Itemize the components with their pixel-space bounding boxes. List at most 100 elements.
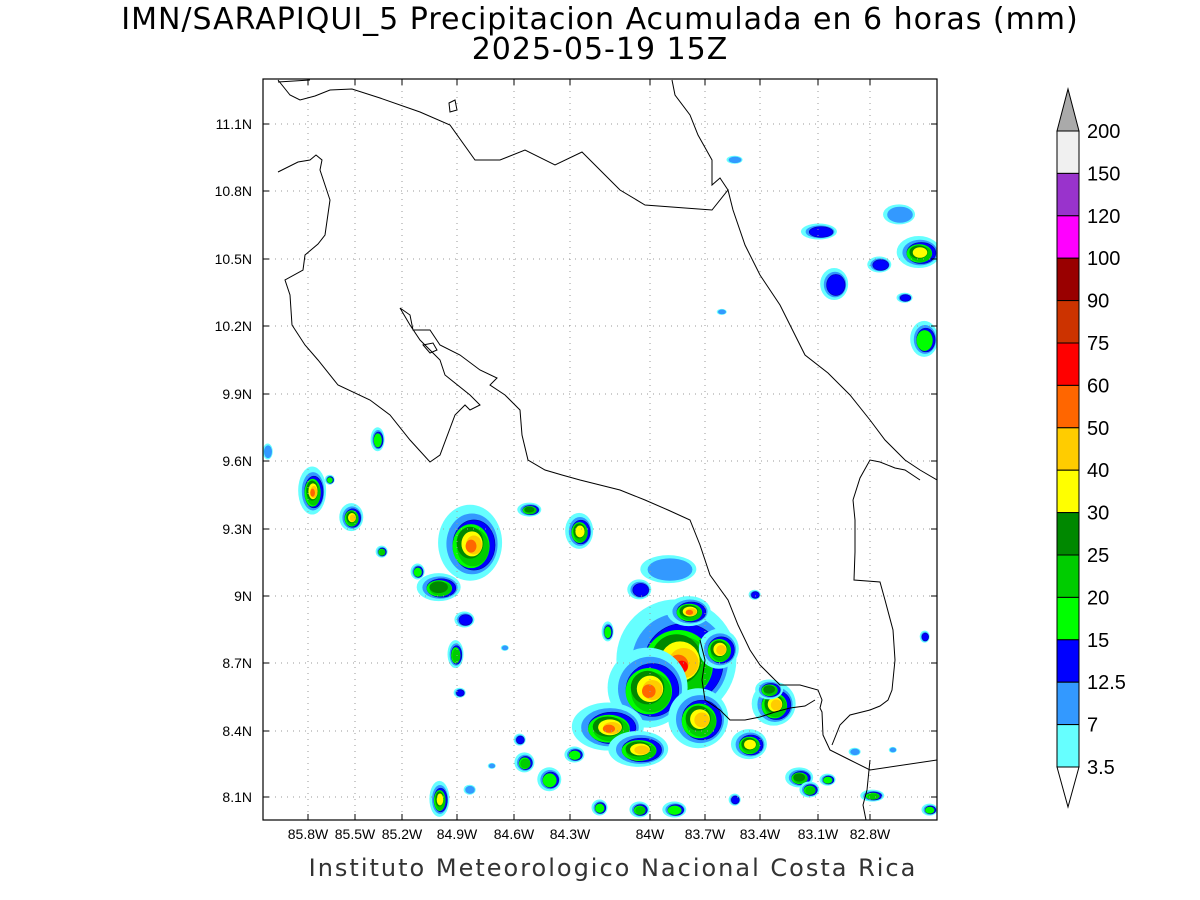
- precip-contour-c15: [326, 477, 333, 484]
- colorbar-segment: [1056, 257, 1080, 302]
- precip-contour-c40: [716, 645, 727, 655]
- precip-contour-c30: [744, 739, 756, 750]
- precip-contour-c20: [867, 793, 880, 800]
- lon-tick-label: 84.9W: [437, 826, 478, 842]
- colorbar-level-label: 7: [1087, 715, 1098, 737]
- precip-contour-c50: [642, 684, 656, 698]
- lat-tick-label: 8.7N: [222, 655, 252, 671]
- colorbar-segment: [1056, 596, 1080, 641]
- lon-tick-label: 84.3W: [550, 826, 591, 842]
- colorbar-level-label: 120: [1087, 206, 1120, 228]
- precip-contour-c50: [310, 488, 315, 497]
- map-subtitle: 2025-05-19 15Z: [471, 32, 729, 67]
- precip-contour-c7: [889, 747, 897, 753]
- precip-contour-c15: [542, 773, 557, 788]
- precip-contour-c40: [349, 514, 356, 522]
- precip-contour-c40: [634, 745, 650, 755]
- colorbar-segment: [1056, 342, 1080, 386]
- precip-contour-c15: [373, 433, 382, 448]
- precip-contour-c7: [728, 156, 742, 164]
- precip-contour-c40: [770, 699, 782, 711]
- precip-contour-c7: [488, 763, 496, 769]
- colorbar-level-label: 75: [1087, 333, 1109, 355]
- colorbar-legend: 3.5 7 12.5 15 20 25 30 40 50 60 75 90 100 120 150 200: [1056, 87, 1126, 809]
- colorbar-segment: [1056, 469, 1080, 514]
- colorbar-under-triangle: [1056, 766, 1080, 809]
- precip-contour-c15: [568, 750, 581, 760]
- precip-contour-c12: [731, 795, 740, 805]
- colorbar-level-label: 200: [1087, 121, 1120, 143]
- lat-tick-label: 9.6N: [222, 453, 252, 469]
- colorbar-segment: [1056, 172, 1080, 217]
- precip-contour-c15: [413, 567, 422, 577]
- colorbar-level-label: 15: [1087, 630, 1109, 652]
- colorbar-level-label: 90: [1087, 291, 1109, 313]
- precip-contour-c7: [501, 645, 509, 651]
- lon-tick-label: 85.2W: [382, 826, 423, 842]
- lat-tick-label: 11.1N: [216, 116, 252, 132]
- precip-contour-c15: [916, 330, 933, 351]
- precip-contour-c12: [808, 226, 834, 238]
- precip-contour-c7: [887, 206, 913, 223]
- axis-ticks: [263, 79, 937, 820]
- colorbar-segment: [1056, 554, 1080, 598]
- precip-contour-c12: [921, 632, 929, 642]
- precip-contour-c7: [264, 445, 272, 459]
- colorbar-level-label: 20: [1087, 587, 1109, 609]
- colorbar-level-label: 3.5: [1087, 757, 1115, 779]
- colorbar-over-triangle: [1056, 87, 1080, 132]
- precip-contour-c12: [872, 259, 889, 271]
- lat-tick-label: 10.8N: [215, 183, 252, 199]
- precip-contour-c15: [595, 803, 605, 813]
- colorbar-segment: [1056, 639, 1080, 683]
- precip-contour-c20: [452, 648, 461, 663]
- precip-contour-c12: [516, 735, 525, 745]
- precip-contour-c30: [912, 247, 928, 258]
- colorbar-level-label: 40: [1087, 460, 1109, 482]
- lat-lon-grid: [263, 79, 937, 820]
- precip-contour-c15: [604, 626, 612, 639]
- coastline-and-borders: [277, 79, 937, 820]
- lon-tick-label: 84W: [636, 826, 666, 842]
- map-title: IMN/SARAPIQUI_5 Precipitacion Acumulada …: [121, 2, 1079, 37]
- colorbar-level-label: 100: [1087, 248, 1120, 270]
- precip-contour-c40: [694, 712, 710, 728]
- precip-contour-c25: [524, 506, 535, 513]
- colorbar-segment: [1056, 384, 1080, 429]
- lat-tick-label: 10.5N: [215, 251, 252, 267]
- lon-tick-label: 83.7W: [685, 826, 726, 842]
- colorbar-level-label: 12.5: [1087, 672, 1126, 694]
- lat-tick-label: 8.4N: [222, 723, 252, 739]
- precip-contour-c50: [465, 539, 477, 553]
- precip-contour-c50: [685, 609, 694, 615]
- precip-contour-c25: [429, 581, 448, 594]
- precip-contour-c7: [850, 748, 860, 756]
- colorbar-segment: [1056, 300, 1080, 344]
- lat-tick-label: 9.9N: [222, 386, 252, 402]
- latitude-labels: 8.1N 8.4N 8.7N 9N 9.3N 9.6N 9.9N 10.2N 10.5N 10.8…: [215, 116, 252, 805]
- colorbar-level-label: 25: [1087, 545, 1109, 567]
- lon-tick-label: 85.5W: [335, 826, 376, 842]
- lon-tick-label: 84.6W: [494, 826, 535, 842]
- precip-contour-c20: [379, 549, 386, 556]
- precip-contour-c20: [520, 758, 531, 769]
- lat-tick-label: 10.2N: [215, 318, 252, 334]
- precip-contour-c7: [465, 785, 475, 794]
- precip-contour-c25: [793, 773, 806, 782]
- precip-contour-c12: [458, 614, 473, 626]
- colorbar-level-label: 60: [1087, 375, 1109, 397]
- precip-contour-c12: [826, 274, 846, 296]
- precip-contour-c12: [751, 591, 760, 599]
- colorbar-level-label: 50: [1087, 418, 1109, 440]
- lon-tick-label: 83.4W: [740, 826, 781, 842]
- precip-contour-c20: [635, 806, 646, 815]
- lat-tick-label: 9N: [234, 588, 252, 604]
- lat-tick-label: 8.1N: [222, 789, 252, 805]
- precip-contour-c30: [436, 793, 444, 806]
- precip-contour-c12: [456, 689, 465, 697]
- precip-contour-c30: [575, 525, 585, 538]
- lon-tick-label: 85.8W: [288, 826, 329, 842]
- institution-footer: Instituto Meteorologico Nacional Costa R…: [308, 854, 918, 882]
